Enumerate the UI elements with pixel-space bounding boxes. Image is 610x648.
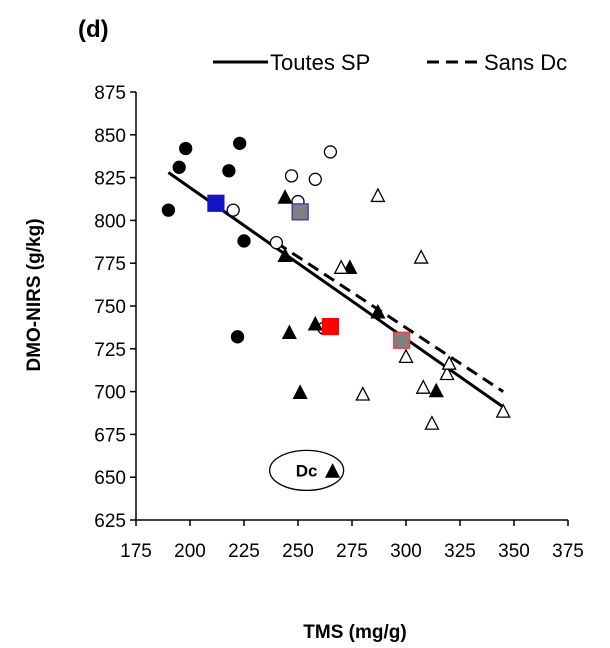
open-triangle-point xyxy=(441,355,457,370)
filled-triangle-point xyxy=(277,247,293,263)
filled-triangle-point xyxy=(307,315,323,331)
y-tick-label: 775 xyxy=(94,254,126,275)
panel-label: (d) xyxy=(78,16,109,43)
annotation-label: Dc xyxy=(296,461,318,480)
open-triangle-point xyxy=(333,259,349,274)
x-tick-label: 250 xyxy=(282,541,314,562)
regression-line-sans-dc xyxy=(275,241,505,393)
y-tick-label: 700 xyxy=(94,383,126,404)
filled-circle-point xyxy=(233,136,247,151)
filled-triangle-point xyxy=(277,189,293,204)
y-tick-label: 725 xyxy=(94,340,126,361)
x-tick-label: 350 xyxy=(498,541,530,562)
y-tick-label: 850 xyxy=(94,126,126,147)
y-tick-label: 750 xyxy=(94,297,126,318)
x-tick-label: 175 xyxy=(120,541,152,562)
open-circle-point xyxy=(226,203,240,217)
filled-circle-point xyxy=(230,330,245,344)
square-point xyxy=(291,203,309,221)
y-tick-label: 675 xyxy=(94,425,126,446)
annotation-ellipse xyxy=(268,449,345,492)
y-tick-label: 800 xyxy=(94,211,126,232)
filled-circle-point xyxy=(222,164,236,178)
y-tick-label: 875 xyxy=(94,83,126,104)
x-tick-label: 300 xyxy=(390,541,422,562)
open-triangle-point xyxy=(415,379,431,394)
x-axis-title: TMS (mg/g) xyxy=(303,622,406,643)
square-point xyxy=(207,194,225,212)
legend-label-toutes-sp: Toutes SP xyxy=(270,50,370,75)
open-circle-point xyxy=(308,172,322,186)
open-triangle-point xyxy=(424,415,440,430)
y-axis-title: DMO-NIRS (g/kg) xyxy=(24,218,45,371)
filled-circle-point xyxy=(179,141,193,156)
filled-triangle-point xyxy=(370,303,386,319)
filled-triangle-point xyxy=(292,384,308,399)
open-circle-point xyxy=(284,169,299,183)
open-triangle-point xyxy=(355,386,371,401)
open-circle-point xyxy=(269,236,284,250)
plot-area: Dc xyxy=(161,136,511,492)
filled-circle-point xyxy=(237,234,251,248)
y-tick-label: 650 xyxy=(94,468,126,489)
open-triangle-point xyxy=(495,403,511,418)
x-tick-label: 225 xyxy=(228,541,260,562)
filled-triangle-point xyxy=(281,324,297,340)
filled-triangle-point xyxy=(428,382,444,398)
open-triangle-point xyxy=(439,365,455,381)
open-triangle-point xyxy=(413,249,429,264)
x-tick-label: 200 xyxy=(174,541,206,562)
open-triangle-point xyxy=(398,348,414,364)
x-tick-label: 325 xyxy=(444,541,476,562)
open-circle-point xyxy=(323,145,338,159)
x-tick-label: 275 xyxy=(336,541,368,562)
y-tick-label: 625 xyxy=(94,511,126,532)
square-point xyxy=(393,331,411,349)
filled-circle-point xyxy=(172,160,186,174)
legend: Toutes SP Sans Dc xyxy=(213,50,567,75)
axes: 625 650 675 700 725 750 775 800 825 850 875 175 200 2… xyxy=(94,83,584,562)
filled-circle-point xyxy=(161,203,176,217)
y-tick-label: 825 xyxy=(94,169,126,190)
x-tick-label: 375 xyxy=(552,541,584,562)
open-triangle-point xyxy=(370,187,386,203)
square-point xyxy=(321,317,339,336)
legend-label-sans-dc: Sans Dc xyxy=(484,50,567,75)
filled-triangle-point xyxy=(324,463,341,478)
